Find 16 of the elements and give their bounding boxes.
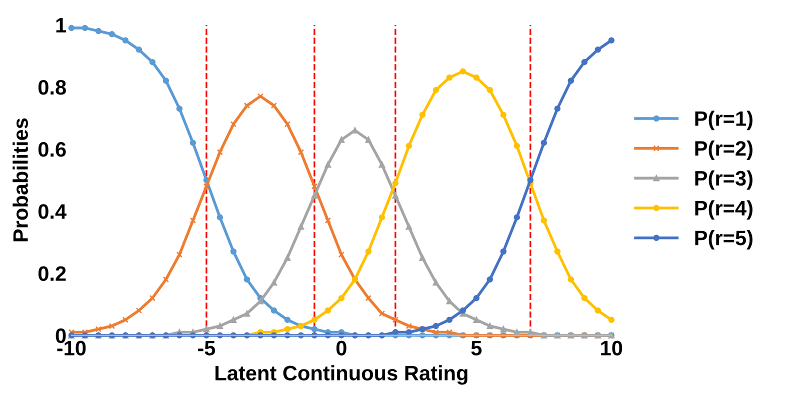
x-axis-title: Latent Continuous Rating (216, 365, 468, 385)
x-tick-label: 5 (471, 340, 482, 356)
legend-label: P(r=5) (695, 230, 752, 250)
y-tick-label: 0.4 (38, 204, 66, 219)
legend-label: P(r=1) (695, 110, 752, 130)
y-axis-title: Probabilities (12, 118, 28, 242)
y-tick-label: 1 (56, 18, 66, 32)
legend-label: P(r=2) (695, 140, 752, 160)
x-tick-label: -5 (198, 340, 216, 356)
y-tick-label: 0.2 (38, 266, 66, 281)
x-tick-label: 10 (601, 340, 622, 356)
y-tick-label: 0.6 (38, 142, 66, 157)
legend-label: P(r=3) (695, 170, 752, 190)
x-tick-label: 0 (336, 340, 346, 356)
y-tick-label: 0.8 (38, 80, 66, 95)
legend-label: P(r=4) (695, 200, 752, 220)
